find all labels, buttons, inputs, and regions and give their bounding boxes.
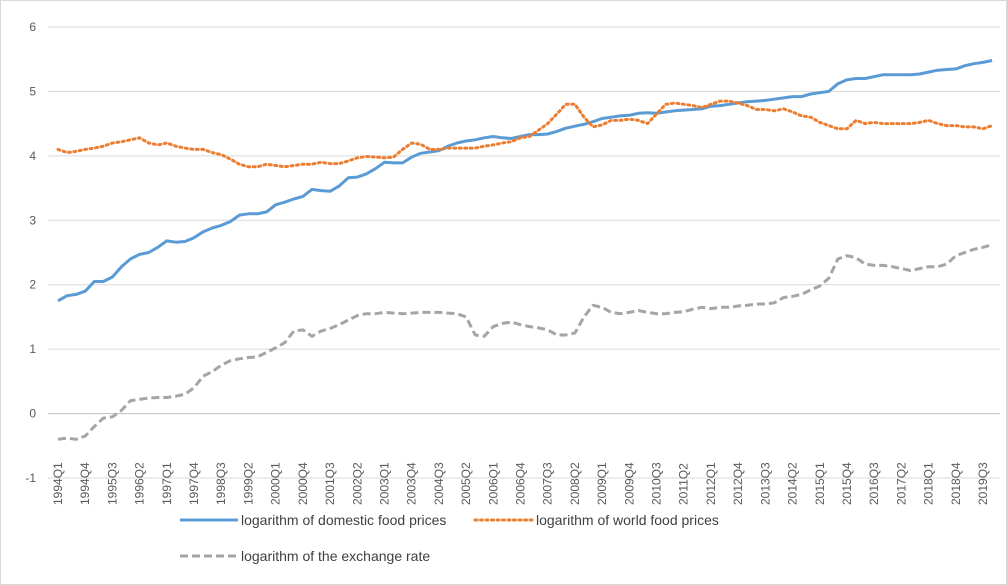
x-tick-label: 2003Q4 xyxy=(405,462,419,505)
y-tick-label: 3 xyxy=(29,213,36,227)
x-tick-label: 1998Q3 xyxy=(214,462,228,505)
x-tick-label: 2001Q3 xyxy=(323,462,337,505)
y-tick-label: 4 xyxy=(29,149,36,163)
y-tick-label: 1 xyxy=(29,342,36,356)
x-tick-label: 2016Q3 xyxy=(867,462,881,505)
x-tick-label: 1994Q1 xyxy=(51,462,65,505)
x-tick-label: 2013Q3 xyxy=(758,462,772,505)
series-line xyxy=(56,99,994,169)
x-tick-label: 2007Q3 xyxy=(541,462,555,505)
y-tick-label: 2 xyxy=(29,278,36,292)
legend-item: logarithm of world food prices xyxy=(473,512,719,528)
y-tick-label: 0 xyxy=(29,407,36,421)
y-tick-label: 6 xyxy=(29,20,36,34)
series-line xyxy=(57,243,993,441)
x-tick-label: 2004Q3 xyxy=(432,462,446,505)
x-tick-label: 2010Q3 xyxy=(650,462,664,505)
x-tick-label: 2002Q2 xyxy=(350,462,364,505)
series-line xyxy=(57,59,993,303)
x-tick-label: 2003Q1 xyxy=(377,462,391,505)
x-tick-label: 2015Q1 xyxy=(813,462,827,505)
legend-label: logarithm of world food prices xyxy=(536,512,719,528)
x-tick-label: 2000Q4 xyxy=(296,462,310,505)
x-tick-label: 2012Q1 xyxy=(704,462,718,505)
legend-item: logarithm of domestic food prices xyxy=(180,512,446,528)
x-tick-label: 1994Q4 xyxy=(78,462,92,505)
x-tick-label: 2014Q2 xyxy=(786,462,800,505)
x-tick-label: 2018Q4 xyxy=(949,462,963,505)
x-tick-label: 1996Q2 xyxy=(133,462,147,505)
x-tick-label: 2018Q1 xyxy=(922,462,936,505)
x-tick-label: 2017Q2 xyxy=(894,462,908,505)
x-tick-label: 2000Q1 xyxy=(269,462,283,505)
x-tick-label: 2006Q1 xyxy=(486,462,500,505)
x-tick-label: 2011Q2 xyxy=(677,463,691,505)
x-tick-label: 2012Q4 xyxy=(731,462,745,505)
legend-label: logarithm of domestic food prices xyxy=(241,512,446,528)
x-tick-label: 1999Q2 xyxy=(241,462,255,505)
x-tick-label: 1997Q1 xyxy=(160,462,174,505)
x-tick-label: 1995Q3 xyxy=(105,462,119,505)
y-tick-label: -1 xyxy=(25,471,36,485)
y-tick-label: 5 xyxy=(29,84,36,98)
x-tick-label: 2005Q2 xyxy=(459,462,473,505)
legend-label: logarithm of the exchange rate xyxy=(241,548,430,564)
x-tick-label: 2009Q1 xyxy=(595,462,609,505)
x-tick-label: 2009Q4 xyxy=(622,462,636,505)
legend-item: logarithm of the exchange rate xyxy=(180,548,430,564)
x-tick-label: 1997Q4 xyxy=(187,462,201,505)
x-tick-label: 2008Q2 xyxy=(568,462,582,505)
x-tick-label: 2019Q3 xyxy=(976,462,990,505)
x-tick-label: 2015Q4 xyxy=(840,462,854,505)
x-tick-label: 2006Q4 xyxy=(514,462,528,505)
